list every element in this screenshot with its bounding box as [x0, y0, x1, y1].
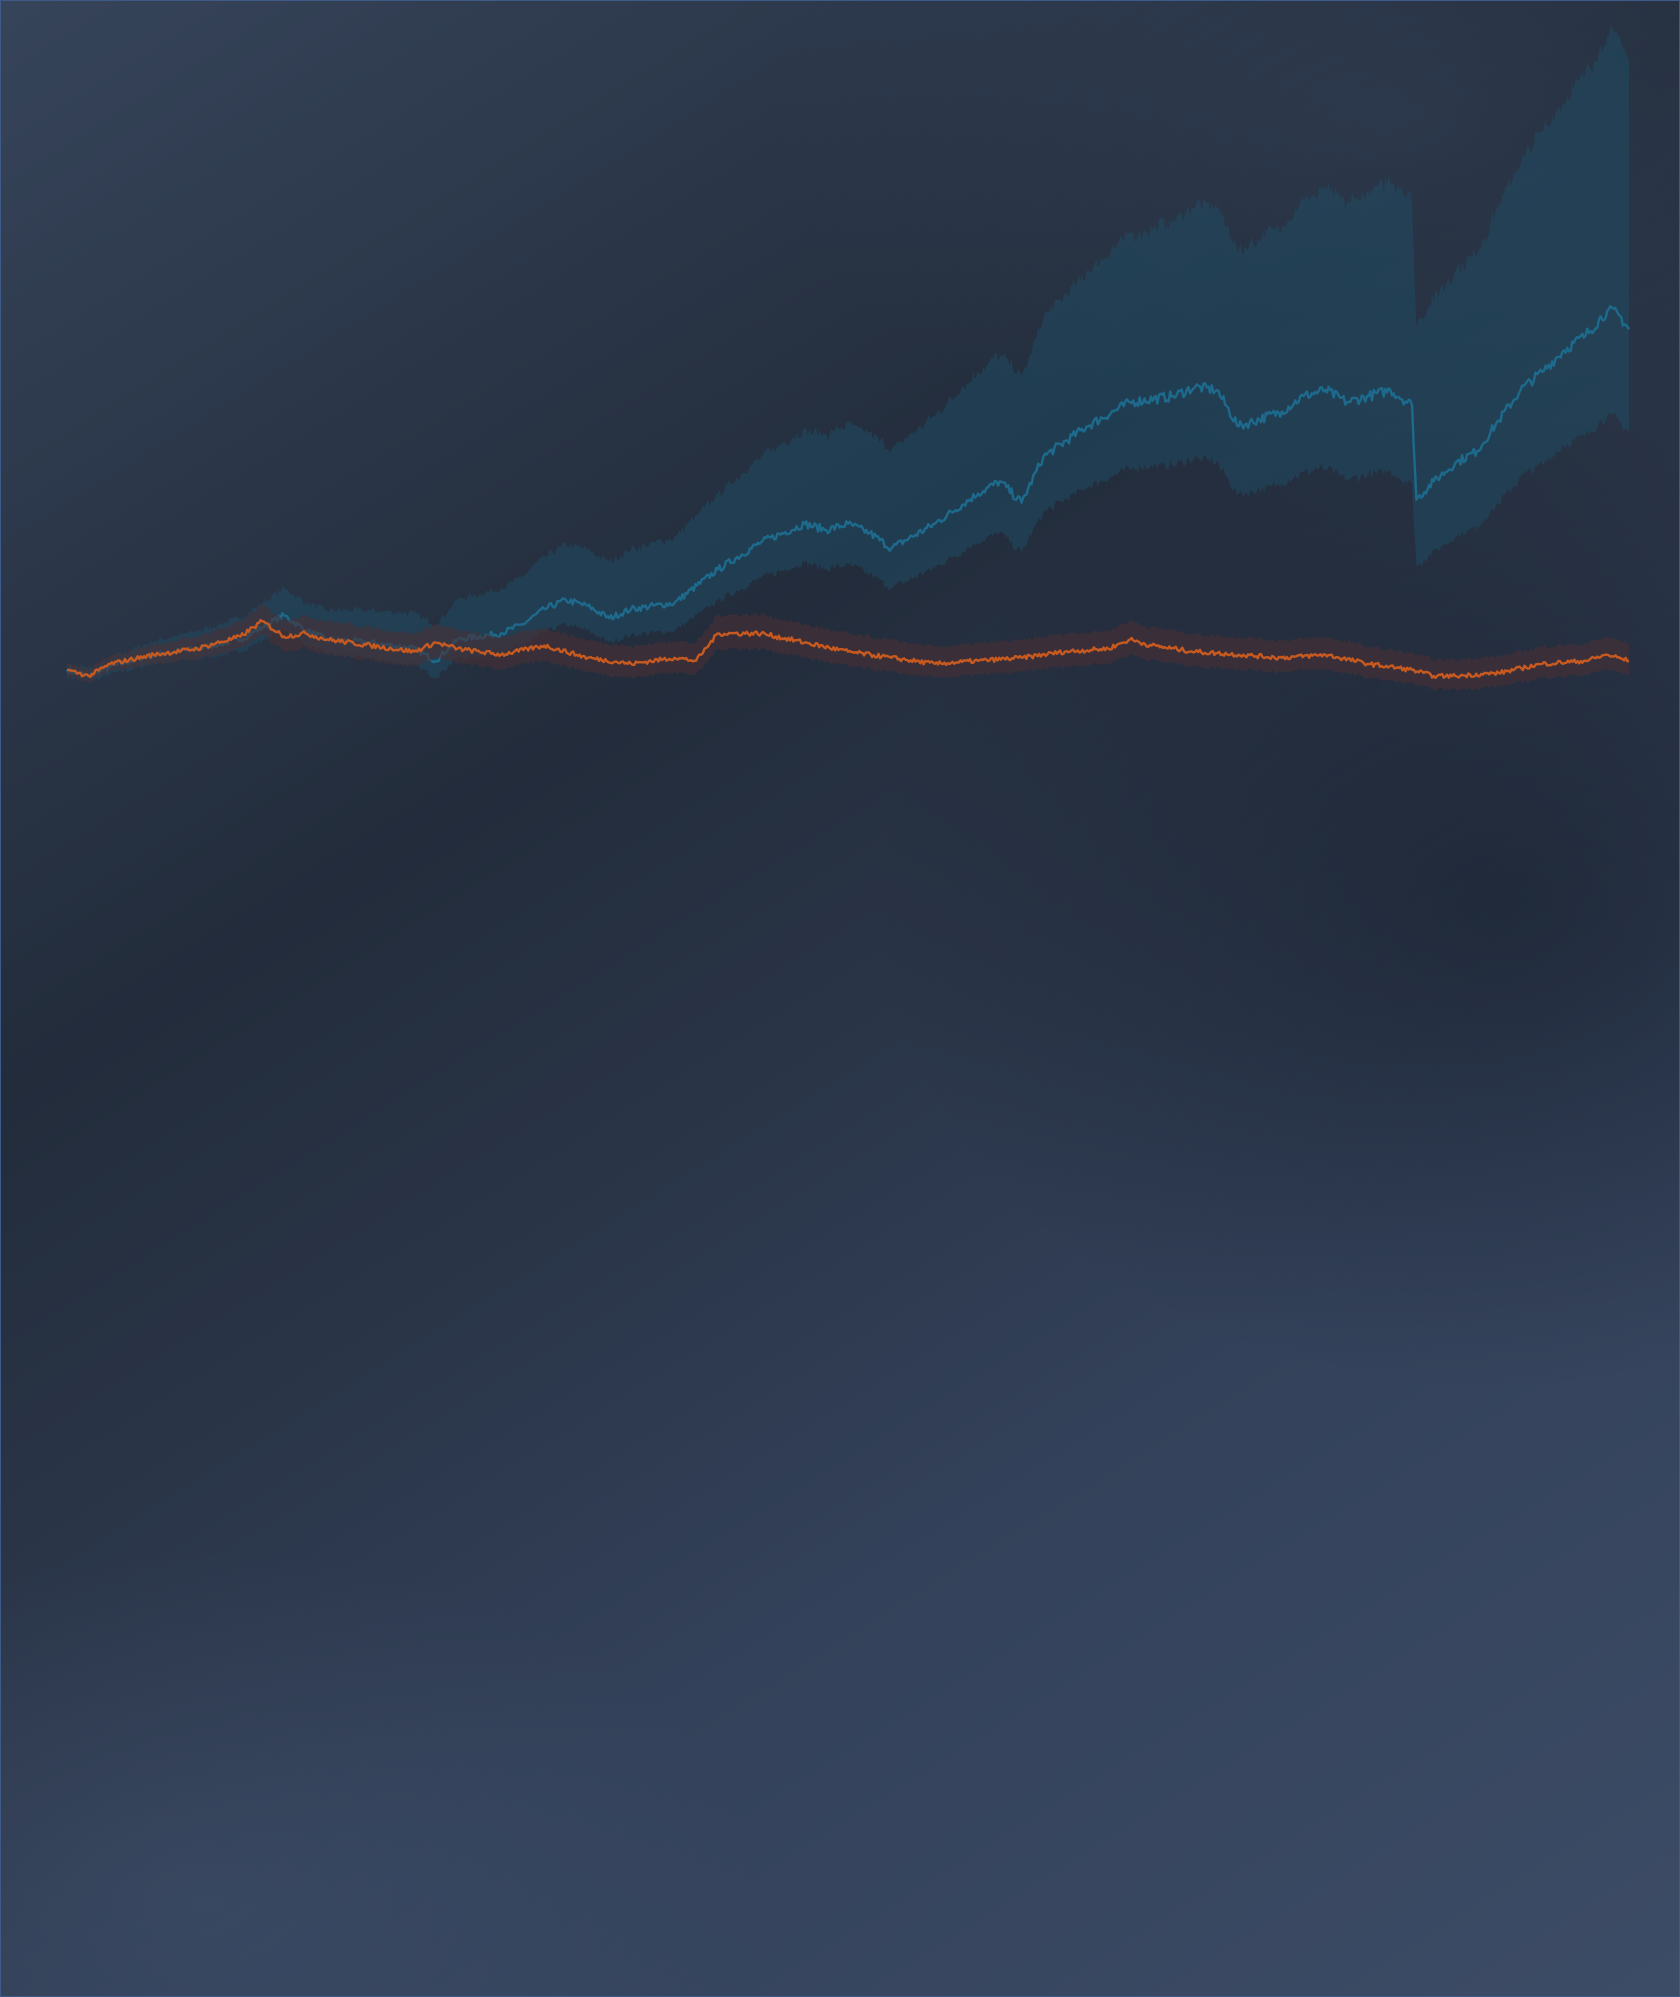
series-1-point-16	[543, 608, 545, 610]
series-1-point-51	[1498, 419, 1500, 421]
series-1-point-53	[1541, 371, 1543, 373]
series-2-point-6	[261, 620, 263, 622]
series-1-point-45	[1389, 389, 1391, 391]
series-2-point-31	[1151, 645, 1153, 647]
series-2-point-4	[196, 648, 198, 650]
series-2-point-35	[1324, 654, 1326, 656]
series-1-point-57	[1617, 313, 1619, 315]
series-2-point-10	[370, 645, 372, 647]
series-1-point-50	[1476, 450, 1478, 452]
series-2-point-3	[153, 654, 155, 656]
series-1-point-27	[869, 532, 871, 534]
series-2-point-42	[1585, 660, 1587, 662]
series-1-point-21	[673, 602, 675, 604]
series-2-point-25	[934, 663, 936, 665]
series-1-point-14	[500, 632, 502, 634]
series-2-band	[67, 604, 1629, 692]
series-2-point-22	[804, 642, 806, 644]
series-2-line	[67, 618, 1630, 680]
series-1-point-36	[1172, 395, 1174, 397]
series-2-point-12	[435, 642, 437, 644]
series-1-point-29	[934, 523, 936, 525]
series-2-point-19	[695, 660, 697, 662]
series-1-point-52	[1520, 389, 1522, 391]
series-2-point-40	[1498, 672, 1500, 674]
series-1-point-54	[1563, 350, 1565, 352]
series-1-point-24	[804, 523, 806, 525]
series-1-point-39	[1238, 426, 1240, 428]
series-2-point-32	[1194, 651, 1196, 653]
series-1-point-56	[1606, 310, 1608, 312]
series-1-point-25	[825, 529, 827, 531]
series-1-point-17	[565, 599, 567, 601]
series-1-point-42	[1324, 389, 1326, 391]
series-1-point-18	[587, 605, 589, 607]
series-2-point-13	[457, 648, 459, 650]
series-2-point-28	[1064, 651, 1066, 653]
series-2-point-16	[587, 657, 589, 659]
series-1-point-7	[283, 614, 285, 616]
series-2-point-23	[847, 651, 849, 653]
series-2-point-17	[630, 663, 632, 665]
series-2-point-0	[66, 669, 68, 671]
series-1-point-28	[890, 547, 892, 549]
series-1-point-26	[847, 523, 849, 525]
series-2-point-36	[1368, 663, 1370, 665]
series-1-point-22	[717, 569, 719, 571]
series-1-point-19	[608, 617, 610, 619]
series-1-point-32	[1021, 502, 1023, 504]
series-1-point-30	[977, 493, 979, 495]
series-1-point-46	[1411, 404, 1413, 406]
series-2-point-37	[1411, 669, 1413, 671]
series-1-point-15	[522, 623, 524, 625]
series-2-point-11	[413, 651, 415, 653]
series-1-point-34	[1086, 426, 1088, 428]
series-2-point-39	[1454, 675, 1456, 677]
series-1-point-47	[1415, 499, 1417, 501]
series-2-point-43	[1606, 654, 1608, 656]
series-2-point-2	[109, 663, 111, 665]
series-2-point-41	[1541, 663, 1543, 665]
series-2-point-30	[1129, 639, 1131, 641]
series-1-point-37	[1194, 386, 1196, 388]
series-2-point-14	[500, 654, 502, 656]
series-2-point-26	[977, 660, 979, 662]
series-1-point-58	[1628, 328, 1630, 330]
series-2-point-29	[1107, 648, 1109, 650]
series-2-point-18	[673, 657, 675, 659]
series-1-band	[67, 25, 1629, 683]
series-2-point-44	[1628, 660, 1630, 662]
series-2-point-24	[890, 657, 892, 659]
series-1-point-12	[435, 660, 437, 662]
series-1-point-20	[630, 608, 632, 610]
series-2-point-15	[543, 645, 545, 647]
series-1-point-43	[1346, 401, 1348, 403]
series-1-point-35	[1129, 401, 1131, 403]
series-1-point-31	[999, 480, 1001, 482]
series-2-point-1	[88, 675, 90, 677]
series-2-point-27	[1021, 657, 1023, 659]
series-2-point-33	[1238, 654, 1240, 656]
series-1-point-33	[1042, 456, 1044, 458]
series-1-point-38	[1216, 389, 1218, 391]
series-1-point-44	[1368, 395, 1370, 397]
series-1-point-55	[1585, 334, 1587, 336]
series-1-point-23	[760, 541, 762, 543]
series-1-point-49	[1454, 462, 1456, 464]
series-2-point-5	[240, 636, 242, 638]
series-2-point-38	[1433, 675, 1435, 677]
series-2-point-21	[760, 632, 762, 634]
series-2-point-9	[326, 639, 328, 641]
series-2-point-7	[283, 636, 285, 638]
series-1-point-41	[1303, 395, 1305, 397]
series-1-point-48	[1433, 480, 1435, 482]
series-2-point-20	[717, 632, 719, 634]
series-2-point-8	[305, 632, 307, 634]
series-2-point-34	[1281, 657, 1283, 659]
series-1-point-40	[1281, 410, 1283, 412]
